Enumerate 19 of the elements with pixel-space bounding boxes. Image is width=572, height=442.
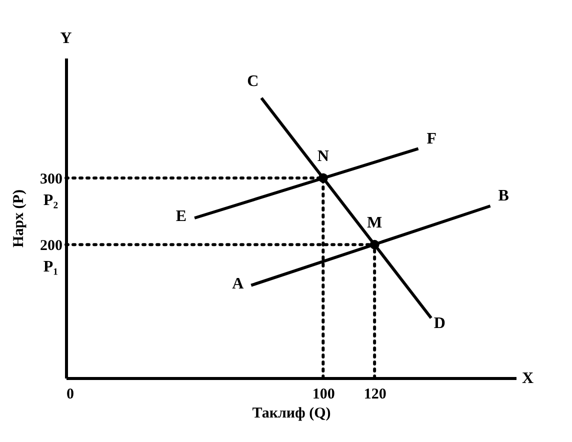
text: X	[522, 370, 534, 387]
y-tick-label: 300	[40, 172, 62, 188]
annotation: A	[232, 276, 244, 293]
text: Y	[60, 30, 72, 47]
annotation: N	[317, 148, 330, 165]
annotation: C	[247, 72, 259, 90]
annotation: D	[434, 315, 446, 332]
x-tick-label: 100	[312, 386, 335, 402]
annotation: F	[426, 130, 437, 148]
annotation: M	[367, 214, 382, 232]
x-tick-label: 0	[66, 386, 74, 402]
x-axis-title: Таклиф (Q)	[252, 406, 331, 422]
y-tick-label: 200	[40, 238, 62, 254]
text: P₁	[43, 258, 58, 276]
annotation: B	[498, 188, 510, 205]
x-tick-label: 120	[364, 386, 386, 402]
y-axis-title: Нарх (P)	[11, 190, 27, 248]
text: P₂	[43, 192, 58, 209]
annotation: E	[176, 208, 187, 226]
